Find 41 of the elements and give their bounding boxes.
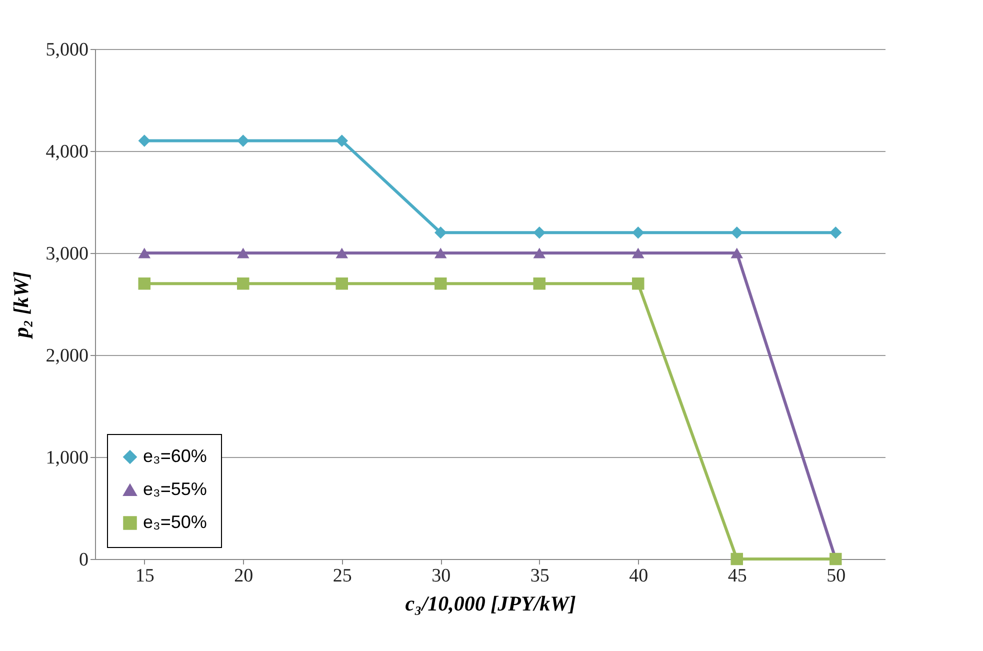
point — [237, 277, 250, 290]
point — [138, 277, 150, 290]
point — [533, 248, 546, 258]
point — [434, 226, 447, 239]
x-tick-label: 25 — [332, 566, 352, 586]
point — [138, 248, 150, 258]
point — [730, 248, 743, 258]
point — [336, 134, 348, 147]
y-tick-label: 2,000 — [46, 346, 88, 366]
x-tick-label: 50 — [826, 566, 846, 586]
point — [632, 277, 644, 290]
point — [138, 134, 150, 147]
x-axis-title: c₃/10,000 [JPY/kW] — [405, 592, 576, 616]
x-tick-label: 45 — [728, 566, 747, 586]
x-tick-label: 40 — [629, 566, 648, 586]
point — [533, 277, 546, 290]
legend-label: e₃=55% — [143, 479, 207, 499]
point — [632, 248, 644, 258]
point — [336, 248, 348, 258]
x-tick-label: 30 — [432, 566, 451, 586]
legend-label: e₃=60% — [143, 446, 207, 466]
y-tick-label: 5,000 — [46, 40, 88, 60]
y-tick-label: 1,000 — [46, 448, 88, 468]
point — [434, 248, 447, 258]
point — [533, 226, 546, 239]
point — [730, 226, 743, 239]
y-tick-label: 0 — [79, 550, 88, 570]
point — [336, 277, 348, 290]
point — [632, 226, 644, 239]
y-tick-label: 3,000 — [46, 244, 88, 264]
x-tick-label: 20 — [234, 566, 254, 586]
legend-label: e₃=50% — [143, 512, 207, 532]
point — [434, 277, 447, 290]
point — [830, 226, 842, 239]
point — [730, 552, 743, 566]
point — [237, 248, 250, 258]
y-axis-title: p₂ [kW] — [8, 271, 33, 340]
point — [237, 134, 250, 147]
y-tick-label: 4,000 — [46, 142, 88, 162]
x-tick-label: 15 — [135, 566, 154, 586]
x-tick-label: 35 — [530, 566, 550, 586]
